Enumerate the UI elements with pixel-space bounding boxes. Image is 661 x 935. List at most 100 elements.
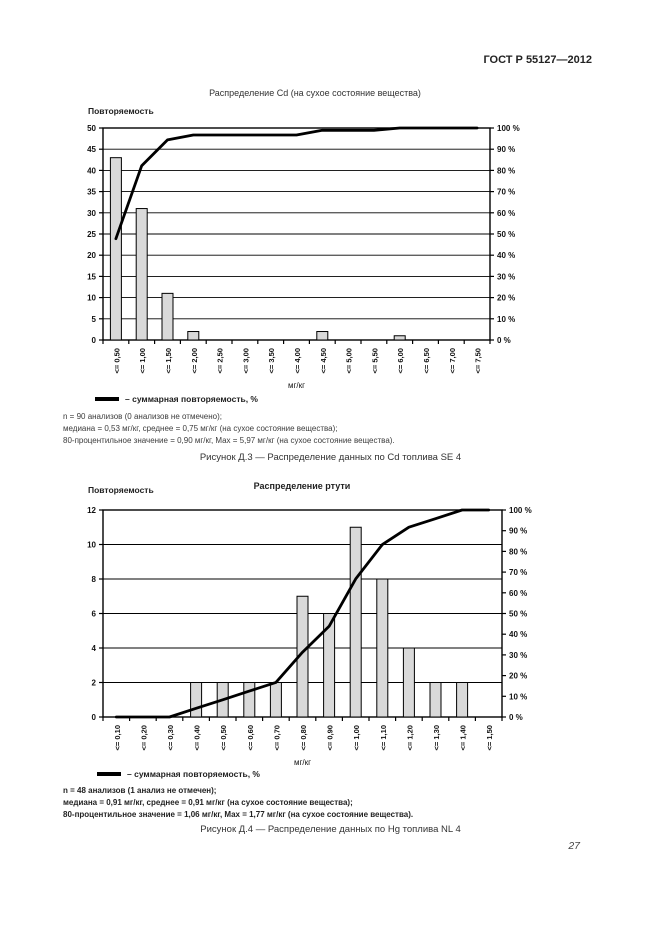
x-tick-label: <= 1,00 bbox=[138, 348, 147, 373]
x-tick-label: <= 0,40 bbox=[193, 725, 202, 750]
histogram-bar bbox=[161, 292, 174, 341]
notes-line: n = 48 анализов (1 анализ не отмечен); bbox=[63, 786, 217, 795]
histogram-bar bbox=[190, 682, 203, 718]
notes-line: 80-процентильное значение = 0,90 мг/кг, … bbox=[63, 436, 395, 446]
right-tick-label: 10 % bbox=[509, 692, 527, 701]
x-tick-label: <= 2,50 bbox=[216, 348, 225, 373]
histogram-bar bbox=[456, 682, 469, 718]
y-tick-label: 12 bbox=[87, 506, 96, 515]
x-tick-label: <= 2,00 bbox=[190, 348, 199, 373]
x-tick-label: <= 6,50 bbox=[422, 348, 431, 373]
x-tick-label: <= 3,00 bbox=[241, 348, 250, 373]
figure-d4-caption: Рисунок Д.4 — Распределение данных по Hg… bbox=[200, 824, 461, 835]
x-tick-label: <= 0,50 bbox=[219, 725, 228, 750]
right-tick-label: 40 % bbox=[509, 630, 527, 639]
x-tick-label: <= 7,50 bbox=[474, 348, 483, 373]
histogram-bar bbox=[135, 208, 148, 341]
page-number: 27 bbox=[568, 840, 580, 852]
histogram-bar bbox=[187, 331, 200, 341]
x-tick-label: <= 0,50 bbox=[112, 348, 121, 373]
y-tick-label: 25 bbox=[87, 230, 96, 239]
right-tick-label: 80 % bbox=[509, 547, 527, 556]
x-tick-label: <= 1,40 bbox=[459, 725, 468, 750]
y-tick-label: 2 bbox=[92, 679, 97, 688]
y-tick-label: 6 bbox=[92, 610, 97, 619]
x-tick-label: <= 0,20 bbox=[139, 725, 148, 750]
x-tick-label: <= 0,30 bbox=[166, 725, 175, 750]
cumulative-line-swatch bbox=[97, 772, 121, 776]
right-tick-label: 80 % bbox=[497, 166, 515, 175]
y-tick-label: 10 bbox=[87, 294, 96, 303]
figure-d4-legend: – суммарная повторяемость, % bbox=[97, 769, 260, 779]
figure-d3-y-axis-label: Повторяемость bbox=[88, 106, 154, 116]
y-tick-label: 0 bbox=[92, 336, 97, 345]
y-tick-label: 5 bbox=[92, 315, 97, 324]
histogram-bar bbox=[316, 331, 329, 341]
y-tick-label: 50 bbox=[87, 124, 96, 133]
document-header: ГОСТ Р 55127—2012 bbox=[483, 54, 592, 66]
figure-d3-caption: Рисунок Д.3 — Распределение данных по Cd… bbox=[199, 452, 462, 463]
cumulative-line-swatch bbox=[95, 397, 119, 401]
right-tick-label: 30 % bbox=[497, 272, 515, 281]
right-tick-label: 90 % bbox=[497, 145, 515, 154]
histogram-bar bbox=[269, 682, 282, 718]
x-tick-label: <= 1,10 bbox=[379, 725, 388, 750]
x-tick-label: <= 1,00 bbox=[352, 725, 361, 750]
x-tick-label: <= 1,50 bbox=[164, 348, 173, 373]
right-tick-label: 20 % bbox=[497, 294, 515, 303]
x-tick-label: <= 5,00 bbox=[345, 348, 354, 373]
right-tick-label: 60 % bbox=[497, 209, 515, 218]
y-tick-label: 4 bbox=[92, 644, 97, 653]
x-axis-title: мг/кг bbox=[294, 758, 311, 767]
figure-d4-y-axis-label: Повторяемость bbox=[88, 485, 154, 495]
y-tick-label: 40 bbox=[87, 166, 96, 175]
y-tick-label: 45 bbox=[87, 145, 96, 154]
x-tick-label: <= 0,60 bbox=[246, 725, 255, 750]
right-tick-label: 0 % bbox=[497, 336, 511, 345]
x-tick-label: <= 7,00 bbox=[448, 348, 457, 373]
right-tick-label: 50 % bbox=[497, 230, 515, 239]
right-tick-label: 50 % bbox=[509, 610, 527, 619]
x-tick-label: <= 0,80 bbox=[299, 725, 308, 750]
figure-d4-notes: n = 48 анализов (1 анализ не отмечен); м… bbox=[63, 785, 413, 822]
right-tick-label: 70 % bbox=[497, 188, 515, 197]
y-tick-label: 8 bbox=[92, 575, 97, 584]
x-tick-label: <= 4,50 bbox=[319, 348, 328, 373]
figure-d4-title: Распределение ртути bbox=[253, 481, 351, 491]
right-tick-label: 20 % bbox=[509, 672, 527, 681]
notes-line: 80-процентильное значение = 1,06 мг/кг, … bbox=[63, 810, 414, 820]
y-tick-label: 10 bbox=[87, 541, 96, 550]
legend-label: – суммарная повторяемость, % bbox=[125, 394, 258, 404]
histogram-bar bbox=[323, 613, 336, 718]
x-tick-label: <= 6,00 bbox=[396, 348, 405, 373]
right-tick-label: 40 % bbox=[497, 251, 515, 260]
x-axis-title: мг/кг bbox=[288, 381, 305, 390]
right-tick-label: 90 % bbox=[509, 527, 527, 536]
right-tick-label: 100 % bbox=[509, 506, 532, 515]
hg-histogram-chart: 0 2 4 6 8 10 12 0 % 10 % 20 % 30 % 40 % 50 % 60 % 70 %… bbox=[87, 506, 532, 767]
histogram-bar bbox=[349, 526, 362, 718]
histogram-bar bbox=[243, 682, 256, 718]
figure-d3-legend: – суммарная повторяемость, % bbox=[95, 394, 258, 404]
cd-histogram-chart: 0 5 10 15 20 25 30 35 40 45 50 0 % 10 % 20 % 30 % 40 % 5… bbox=[87, 124, 520, 390]
y-tick-label: 30 bbox=[87, 209, 96, 218]
y-tick-label: 35 bbox=[87, 188, 96, 197]
cumulative-line bbox=[114, 508, 491, 719]
right-tick-label: 100 % bbox=[497, 124, 520, 133]
notes-line: медиана = 0,53 мг/кг, среднее = 0,75 мг/… bbox=[63, 424, 338, 434]
histogram-bar bbox=[376, 578, 389, 718]
right-tick-label: 0 % bbox=[509, 713, 523, 722]
histogram-bar bbox=[402, 647, 415, 718]
legend-label: – суммарная повторяемость, % bbox=[127, 769, 260, 779]
notes-line: n = 90 анализов (0 анализов не отмечено)… bbox=[63, 412, 223, 421]
histogram-bar bbox=[429, 682, 442, 718]
figure-d3-title: Распределение Cd (на сухое состояние вещ… bbox=[209, 88, 421, 98]
right-tick-label: 30 % bbox=[509, 651, 527, 660]
x-tick-label: <= 0,90 bbox=[326, 725, 335, 750]
x-tick-label: <= 1,20 bbox=[405, 725, 414, 750]
y-tick-label: 15 bbox=[87, 272, 96, 281]
notes-line: медиана = 0,91 мг/кг, среднее = 0,91 мг/… bbox=[63, 798, 353, 808]
histogram-bar bbox=[109, 157, 122, 341]
x-tick-label: <= 1,30 bbox=[432, 725, 441, 750]
